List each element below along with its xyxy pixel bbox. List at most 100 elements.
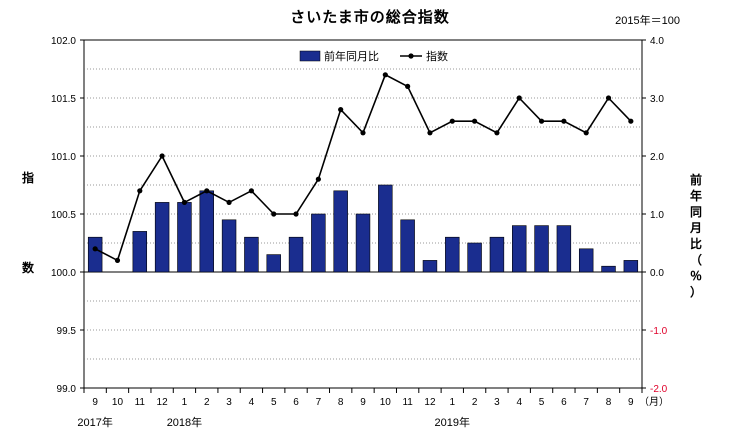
x-tick-label: 2 xyxy=(472,397,478,408)
x-tick-label: 4 xyxy=(516,397,522,408)
left-tick-label: 100.0 xyxy=(51,268,76,279)
index-point xyxy=(427,130,433,136)
right-tick-label: 0.0 xyxy=(650,268,664,279)
index-point xyxy=(382,72,388,78)
x-tick-label: 4 xyxy=(249,397,255,408)
bar-yoy xyxy=(534,225,549,273)
x-tick-label: 10 xyxy=(380,397,392,408)
index-point xyxy=(628,118,634,124)
bar-yoy xyxy=(177,202,192,273)
bar-yoy xyxy=(556,225,572,273)
left-tick-label: 101.0 xyxy=(51,152,76,163)
right-tick-label: 1.0 xyxy=(650,210,664,221)
left-tick-label: 100.5 xyxy=(51,210,76,221)
x-tick-label: 8 xyxy=(606,397,612,408)
index-point xyxy=(360,130,366,136)
bar-yoy xyxy=(244,236,259,273)
index-point xyxy=(92,246,98,252)
bar-yoy xyxy=(154,202,170,273)
index-point xyxy=(226,199,232,205)
index-point xyxy=(114,257,121,263)
bar-yoy xyxy=(288,236,304,273)
year-label: 2018年 xyxy=(167,415,202,429)
x-unit-label: （月） xyxy=(639,396,669,408)
bar-yoy xyxy=(578,248,594,273)
index-point xyxy=(561,118,567,124)
x-tick-label: 3 xyxy=(226,397,232,408)
index-point xyxy=(159,153,165,159)
index-point xyxy=(271,211,277,217)
index-point xyxy=(293,211,299,217)
right-tick-label: 4.0 xyxy=(650,36,664,47)
bar-yoy xyxy=(355,213,371,273)
left-tick-label: 101.5 xyxy=(51,94,76,105)
index-point xyxy=(204,188,210,194)
left-tick-label: 99.0 xyxy=(57,384,77,395)
index-point xyxy=(405,83,411,89)
right-tick-label: 2.0 xyxy=(650,152,664,163)
x-tick-label: 3 xyxy=(494,397,500,408)
right-tick-label: -1.0 xyxy=(650,326,668,337)
legend-swatch-bar xyxy=(299,50,321,62)
bar-yoy xyxy=(378,184,393,273)
bar-yoy xyxy=(489,236,505,273)
base-year-note: 2015年＝100 xyxy=(615,15,680,27)
index-point xyxy=(248,188,254,194)
bar-yoy xyxy=(221,219,237,273)
x-tick-label: 7 xyxy=(316,397,322,408)
x-tick-label: 5 xyxy=(539,397,545,408)
bar-yoy xyxy=(266,254,281,273)
index-point xyxy=(338,107,344,113)
bar-yoy xyxy=(467,242,482,273)
legend-label-bar: 前年同月比 xyxy=(324,49,379,63)
x-tick-label: 11 xyxy=(135,397,146,408)
x-tick-label: 12 xyxy=(157,397,169,408)
index-point xyxy=(449,118,455,124)
legend-swatch-point xyxy=(408,53,414,59)
bar-yoy xyxy=(422,260,438,273)
year-label: 2017年 xyxy=(77,415,112,429)
x-tick-label: 9 xyxy=(628,397,634,408)
x-tick-label: 7 xyxy=(583,397,589,408)
legend-label-line: 指数 xyxy=(426,49,448,63)
x-tick-label: 2 xyxy=(204,397,210,408)
bar-yoy xyxy=(333,190,348,273)
right-tick-label: -2.0 xyxy=(650,384,668,395)
index-point xyxy=(494,130,500,136)
bar-yoy xyxy=(132,231,148,273)
x-tick-label: 1 xyxy=(449,397,455,408)
index-point xyxy=(472,118,478,124)
chart-title: さいたま市の総合指数 xyxy=(290,9,450,26)
index-point xyxy=(516,95,522,101)
bar-yoy xyxy=(311,213,326,273)
index-point xyxy=(538,118,545,124)
bar-yoy xyxy=(199,190,214,273)
bar-yoy xyxy=(445,236,460,273)
bar-yoy xyxy=(400,219,415,273)
x-tick-label: 6 xyxy=(561,397,567,408)
index-point xyxy=(583,130,589,136)
x-tick-label: 9 xyxy=(360,397,366,408)
index-point xyxy=(137,188,143,194)
year-label: 2019年 xyxy=(435,415,470,429)
index-point xyxy=(315,176,321,182)
left-tick-label: 99.5 xyxy=(57,326,77,337)
bar-yoy xyxy=(87,236,103,273)
x-tick-label: 6 xyxy=(293,397,299,408)
bar-yoy xyxy=(601,265,616,273)
x-tick-label: 10 xyxy=(112,397,124,408)
left-axis-label: 指数 xyxy=(21,171,34,275)
bar-yoy xyxy=(623,260,639,273)
right-axis-label: 前年同月比（％） xyxy=(689,173,702,299)
x-tick-label: 1 xyxy=(182,397,188,408)
index-point xyxy=(181,199,188,205)
bar-yoy xyxy=(512,225,527,273)
left-tick-label: 102.0 xyxy=(51,36,76,47)
index-point xyxy=(605,95,612,101)
x-tick-label: 12 xyxy=(424,397,436,408)
x-tick-label: 5 xyxy=(271,397,277,408)
x-tick-label: 9 xyxy=(92,397,98,408)
right-tick-label: 3.0 xyxy=(650,94,664,105)
